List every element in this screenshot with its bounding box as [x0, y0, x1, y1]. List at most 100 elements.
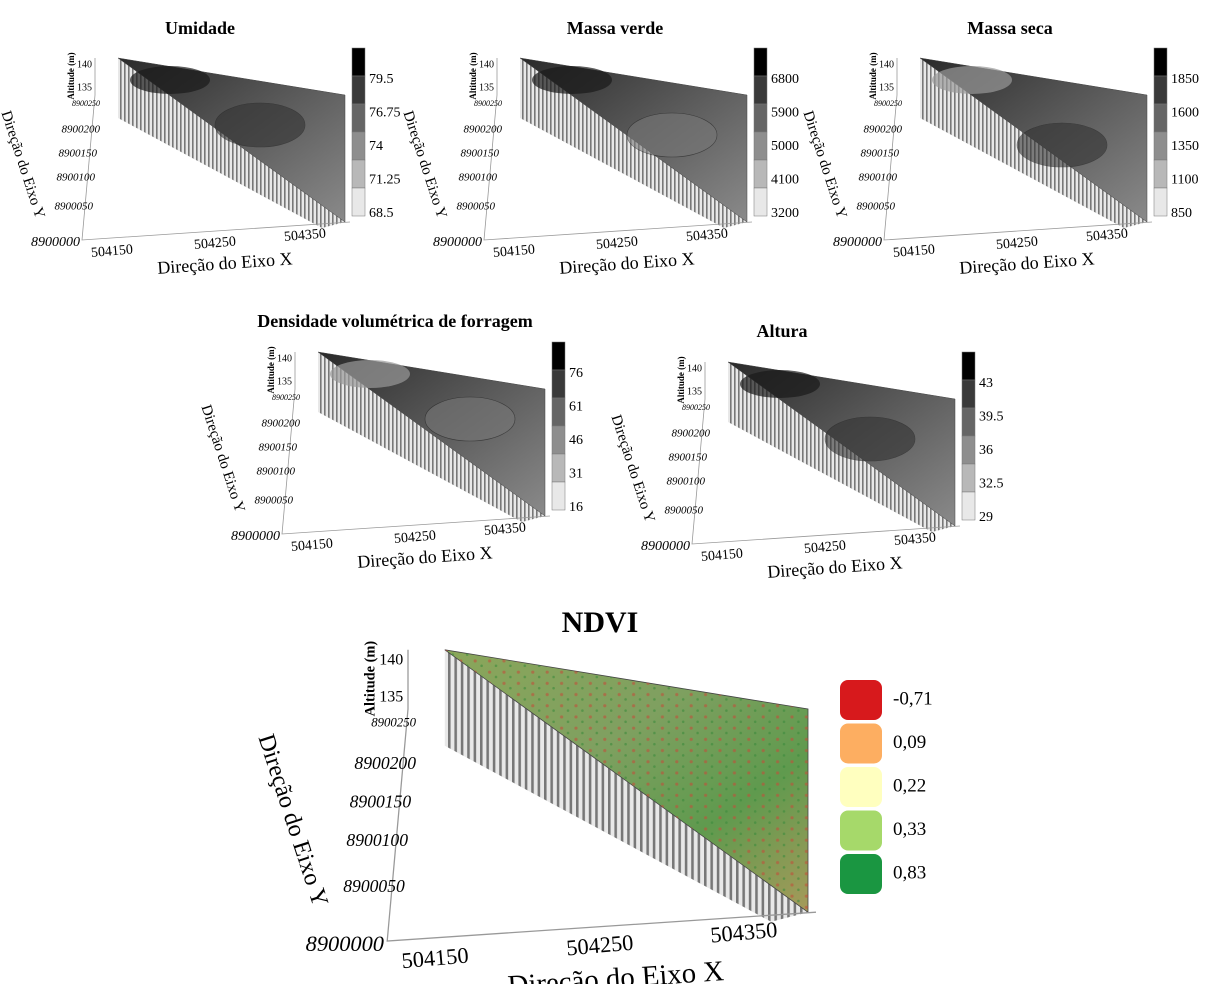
- panel-title: Altura: [757, 321, 808, 341]
- x-tick-label: 504150: [290, 536, 333, 555]
- contour-region: [932, 66, 1012, 94]
- y-tick-label: 8900100: [459, 172, 498, 184]
- y-axis-label: Direção do Eixo Y: [0, 109, 48, 221]
- x-axis-label: Direção do Eixo X: [507, 955, 726, 984]
- x-tick-label: 504150: [90, 242, 133, 261]
- y-tick-label: 8900250: [682, 403, 710, 412]
- x-tick-label: 504350: [1085, 226, 1128, 245]
- y-tick-label: 8900050: [55, 201, 94, 213]
- x-tick-label: 504250: [803, 538, 846, 557]
- legend-label: 0,09: [893, 732, 926, 753]
- colorbar-band: [551, 397, 566, 427]
- x-axis-label: Direção do Eixo X: [357, 542, 494, 571]
- contour-region: [532, 66, 612, 94]
- altitude-tick-label: 140: [379, 652, 403, 669]
- y-tick-label: 8900100: [257, 466, 296, 478]
- x-tick-label: 504350: [893, 530, 936, 549]
- colorbar-band: [753, 159, 768, 189]
- x-tick-label: 504350: [685, 226, 728, 245]
- axis-line: [691, 362, 961, 545]
- axis-line: [883, 58, 1153, 241]
- y-tick-label: 8900250: [72, 99, 100, 108]
- colorbar-label: 68.5: [369, 206, 394, 221]
- y-tick-label: 8900150: [861, 148, 900, 160]
- colorbar-label: 16: [569, 500, 583, 515]
- contour-region: [740, 370, 820, 398]
- altitude-tick-label: 135: [277, 376, 292, 387]
- legend-swatch: [840, 810, 882, 851]
- legend-label: 0,33: [893, 819, 926, 840]
- y-axis-label: Direção do Eixo Y: [198, 403, 248, 515]
- colorbar-label: 29: [979, 510, 993, 525]
- y-tick-label: 8900000: [31, 235, 80, 250]
- colorbar-band: [551, 425, 566, 455]
- x-axis-label: Direção do Eixo X: [959, 248, 1096, 277]
- legend-swatch: [840, 854, 882, 894]
- y-tick-label: 8900100: [667, 476, 706, 488]
- y-tick-label: 8900150: [259, 442, 298, 454]
- altitude-tick-label: 140: [77, 59, 92, 70]
- colorbar-band: [551, 481, 566, 511]
- x-tick-label: 504350: [283, 226, 326, 245]
- colorbar-band: [1153, 187, 1168, 217]
- contour-region: [824, 416, 916, 462]
- altitude-tick-label: 140: [879, 59, 894, 70]
- x-tick-label: 504150: [400, 942, 469, 973]
- legend-swatch: [840, 767, 882, 807]
- colorbar-band: [753, 187, 768, 217]
- x-tick-label: 504250: [193, 234, 236, 253]
- y-tick-label: 8900200: [262, 418, 301, 430]
- colorbar-label: 1850: [1171, 72, 1199, 87]
- altitude-tick-label: 140: [479, 59, 494, 70]
- y-tick-label: 8900050: [665, 505, 704, 517]
- colorbar-label: 36: [979, 443, 993, 458]
- altitude-tick-label: 135: [687, 386, 702, 397]
- colorbar-label: 79.5: [369, 72, 394, 87]
- x-axis-label: Direção do Eixo X: [157, 248, 294, 277]
- y-tick-label: 8900200: [672, 428, 711, 440]
- colorbar-band: [1153, 47, 1168, 77]
- y-tick-label: 8900250: [371, 715, 416, 729]
- y-tick-label: 8900150: [350, 791, 412, 811]
- x-tick-label: 504350: [483, 520, 526, 539]
- y-axis-label: Direção do Eixo Y: [800, 109, 850, 221]
- y-tick-label: 8900150: [461, 148, 500, 160]
- panel-title: Massa verde: [567, 18, 663, 38]
- axis-line: [386, 649, 817, 942]
- x-tick-label: 504150: [492, 242, 535, 261]
- x-tick-label: 504250: [995, 234, 1038, 253]
- legend-swatch: [840, 723, 882, 764]
- altitude-tick-label: 135: [379, 688, 403, 705]
- y-tick-label: 8900100: [346, 830, 408, 850]
- colorbar-label: 4100: [771, 173, 799, 188]
- axis-line: [281, 352, 551, 535]
- y-axis-label: Direção do Eixo Y: [252, 731, 332, 910]
- y-tick-label: 8900000: [641, 539, 690, 554]
- surface-wall: [318, 352, 545, 522]
- colorbar-band: [351, 75, 366, 105]
- colorbar-band: [1153, 131, 1168, 161]
- colorbar-band: [351, 187, 366, 217]
- colorbar-label: 61: [569, 400, 583, 415]
- colorbar-label: 1350: [1171, 139, 1199, 154]
- colorbar-band: [753, 47, 768, 77]
- contour-region: [1016, 122, 1108, 168]
- altitude-label: Altitude (m): [468, 52, 478, 99]
- colorbar-band: [1153, 159, 1168, 189]
- y-tick-label: 8900050: [343, 876, 405, 896]
- colorbar-band: [1153, 75, 1168, 105]
- y-tick-label: 8900000: [433, 235, 482, 250]
- altitude-tick-label: 135: [479, 82, 494, 93]
- colorbar-band: [961, 463, 976, 493]
- colorbar-band: [753, 75, 768, 105]
- altitude-label: Altitude (m): [66, 52, 76, 99]
- surface-wall: [118, 58, 345, 228]
- y-tick-label: 8900200: [864, 124, 903, 136]
- altitude-tick-label: 135: [879, 82, 894, 93]
- colorbar-band: [961, 435, 976, 465]
